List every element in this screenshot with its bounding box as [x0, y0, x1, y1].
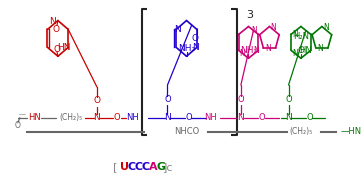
- Text: N: N: [254, 46, 259, 55]
- Text: O: O: [94, 96, 100, 105]
- Text: N: N: [164, 113, 171, 122]
- Text: (CH₂)₅: (CH₂)₅: [289, 127, 313, 136]
- Text: C: C: [142, 162, 150, 172]
- Text: —HN: —HN: [341, 127, 362, 136]
- Text: C: C: [127, 162, 135, 172]
- Text: N: N: [252, 26, 257, 35]
- Text: (CH₂)₅: (CH₂)₅: [60, 113, 83, 122]
- Text: ]c: ]c: [163, 162, 174, 172]
- Text: O: O: [15, 121, 21, 130]
- Text: N: N: [270, 23, 276, 32]
- Text: —: —: [18, 111, 25, 117]
- Text: HN: HN: [28, 113, 40, 122]
- Text: A: A: [149, 162, 158, 172]
- Text: N: N: [237, 113, 244, 122]
- Text: G: G: [156, 162, 165, 172]
- Text: N: N: [318, 43, 324, 52]
- Text: H₂N: H₂N: [293, 32, 309, 41]
- Text: NHCO: NHCO: [174, 127, 199, 136]
- Text: O: O: [297, 46, 304, 55]
- Text: O: O: [238, 95, 244, 104]
- Text: HN: HN: [57, 43, 70, 52]
- Text: NH₂: NH₂: [178, 44, 195, 53]
- Text: N: N: [174, 25, 181, 34]
- Text: HN: HN: [299, 46, 312, 55]
- Text: O: O: [258, 113, 265, 122]
- Text: U: U: [120, 162, 129, 172]
- Text: C: C: [135, 162, 143, 172]
- Text: O: O: [285, 95, 292, 104]
- Text: N: N: [292, 30, 298, 39]
- Text: N: N: [192, 43, 199, 52]
- Text: N: N: [292, 49, 298, 58]
- Text: 3: 3: [246, 10, 254, 20]
- Text: NH₂: NH₂: [240, 46, 257, 55]
- Text: [: [: [113, 162, 118, 172]
- Text: O: O: [191, 34, 198, 43]
- Text: N: N: [285, 113, 292, 122]
- Text: O: O: [164, 95, 171, 104]
- Text: N: N: [265, 43, 271, 52]
- Text: O: O: [306, 113, 313, 122]
- Text: N: N: [323, 23, 329, 32]
- Text: N: N: [49, 17, 56, 26]
- Text: NH: NH: [126, 113, 139, 122]
- Text: N: N: [240, 49, 245, 58]
- Text: O: O: [114, 113, 120, 122]
- Text: N: N: [94, 113, 100, 122]
- Text: NH: NH: [204, 113, 217, 122]
- Text: O: O: [54, 45, 60, 54]
- Text: O: O: [52, 25, 59, 34]
- Text: O: O: [185, 113, 192, 122]
